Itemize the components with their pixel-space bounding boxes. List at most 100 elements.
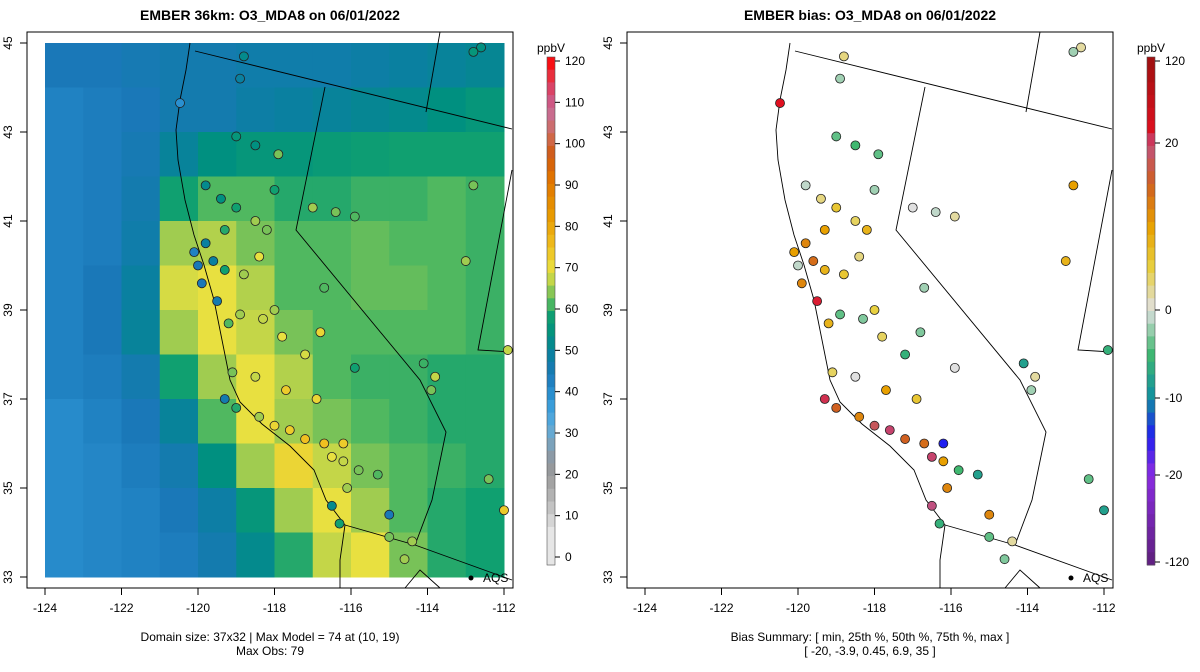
station-point	[338, 456, 349, 467]
colorbar-segment	[1147, 184, 1155, 198]
colorbar-tick-label: 60	[565, 302, 579, 316]
colorbar-segment	[1147, 323, 1155, 337]
colorbar-segment	[1147, 82, 1155, 96]
grid-cell	[351, 488, 390, 533]
y-tick-label: 45	[1, 36, 15, 50]
colorbar: ppbV 0 10 20 30 40 50 60 70 80 90 100 110 120	[537, 41, 585, 566]
station-point	[223, 318, 234, 329]
station-point	[460, 256, 471, 266]
grid-cell	[312, 221, 352, 266]
grid-cell	[427, 265, 467, 311]
station-point	[938, 438, 949, 449]
station-point	[884, 425, 895, 436]
grid-cell	[83, 132, 122, 177]
station-point	[1083, 474, 1094, 485]
grid-cell	[45, 43, 84, 88]
station-point	[907, 202, 918, 213]
station-point	[819, 224, 830, 235]
panel-title: EMBER bias: O3_MDA8 on 06/01/2022	[744, 7, 996, 23]
colorbar-segment	[547, 323, 555, 337]
model-grid	[45, 43, 505, 578]
grid-cell	[198, 532, 237, 578]
grid-cell	[312, 132, 352, 177]
colorbar-segment	[547, 514, 555, 528]
station-point	[338, 438, 349, 449]
grid-cell	[427, 532, 467, 578]
grid-cell	[389, 488, 428, 533]
colorbar-segment	[1147, 107, 1155, 121]
grid-cell	[465, 221, 505, 266]
y-tick-label: 33	[601, 570, 615, 584]
station-point	[300, 434, 311, 444]
x-tick-label: -112	[492, 601, 515, 615]
grid-cell	[312, 354, 352, 400]
colorbar-segment	[547, 450, 555, 464]
station-point	[819, 394, 830, 404]
station-point	[938, 456, 949, 467]
colorbar-segment	[547, 107, 555, 121]
station-point	[372, 469, 383, 480]
colorbar-tick-label: -20	[1165, 468, 1183, 482]
grid-cell	[121, 221, 161, 266]
colorbar-segment	[547, 552, 555, 566]
colorbar-tick-label: 70	[565, 261, 579, 275]
colorbar-segment	[1147, 374, 1155, 388]
grid-cell	[45, 265, 84, 311]
station-point	[200, 180, 211, 191]
colorbar-segment	[547, 438, 555, 452]
colorbar-segment	[1147, 234, 1155, 248]
grid-cell	[159, 43, 199, 88]
axes: -124 -122 -120 -118 -116 -114 -112 45 43 41 39 37 35…	[1, 36, 516, 615]
grid-cell	[121, 43, 161, 88]
station-point	[1007, 536, 1018, 547]
station-point	[250, 371, 261, 382]
station-point	[193, 260, 203, 271]
station-point	[850, 371, 861, 382]
colorbar-segment	[1147, 526, 1155, 541]
grid-cell	[159, 354, 199, 400]
station-point	[277, 331, 288, 342]
station-point	[831, 402, 842, 413]
grid-cell	[274, 443, 314, 489]
station-point	[869, 184, 880, 195]
colorbar-segment	[1147, 349, 1155, 363]
station-point	[219, 224, 230, 235]
grid-cell	[389, 43, 428, 88]
station-point	[915, 327, 926, 338]
grid-cell	[427, 443, 467, 489]
colorbar-label: ppbV	[1137, 41, 1165, 55]
colorbar-segment	[1147, 158, 1155, 172]
station-point	[231, 402, 242, 413]
colorbar-segment	[547, 311, 555, 325]
station-point	[227, 367, 238, 378]
y-tick-label: 37	[601, 392, 615, 406]
station-point	[208, 256, 219, 266]
colorbar-segment	[1147, 298, 1155, 312]
grid-cell	[121, 532, 161, 578]
station-point	[219, 265, 230, 275]
grid-cell	[465, 87, 505, 133]
grid-cell	[274, 532, 314, 578]
station-point	[175, 98, 185, 108]
station-point	[789, 247, 800, 258]
axes: -124 -122 -120 -118 -116 -114 -112 45 43 41 39 37 35…	[601, 36, 1116, 615]
x-tick-label: -124	[33, 601, 57, 615]
map-outlines	[775, 31, 1113, 589]
grid-cell	[236, 488, 275, 533]
grid-cell	[198, 132, 237, 177]
station-point	[300, 349, 311, 360]
colorbar-segment	[547, 285, 555, 299]
station-point	[812, 296, 823, 307]
colorbar-segment	[1147, 399, 1155, 414]
station-point	[873, 149, 884, 160]
panel-title: EMBER 36km: O3_MDA8 on 06/01/2022	[140, 7, 400, 23]
colorbar-segment	[547, 209, 555, 223]
station-point	[1018, 358, 1029, 369]
grid-cell	[236, 399, 275, 444]
grid-cell	[351, 132, 390, 177]
station-point	[342, 483, 353, 493]
colorbar-segment	[1147, 476, 1155, 490]
boundary-line	[1025, 31, 1041, 113]
colorbar-segment	[547, 133, 555, 147]
grid-cell	[312, 265, 352, 311]
